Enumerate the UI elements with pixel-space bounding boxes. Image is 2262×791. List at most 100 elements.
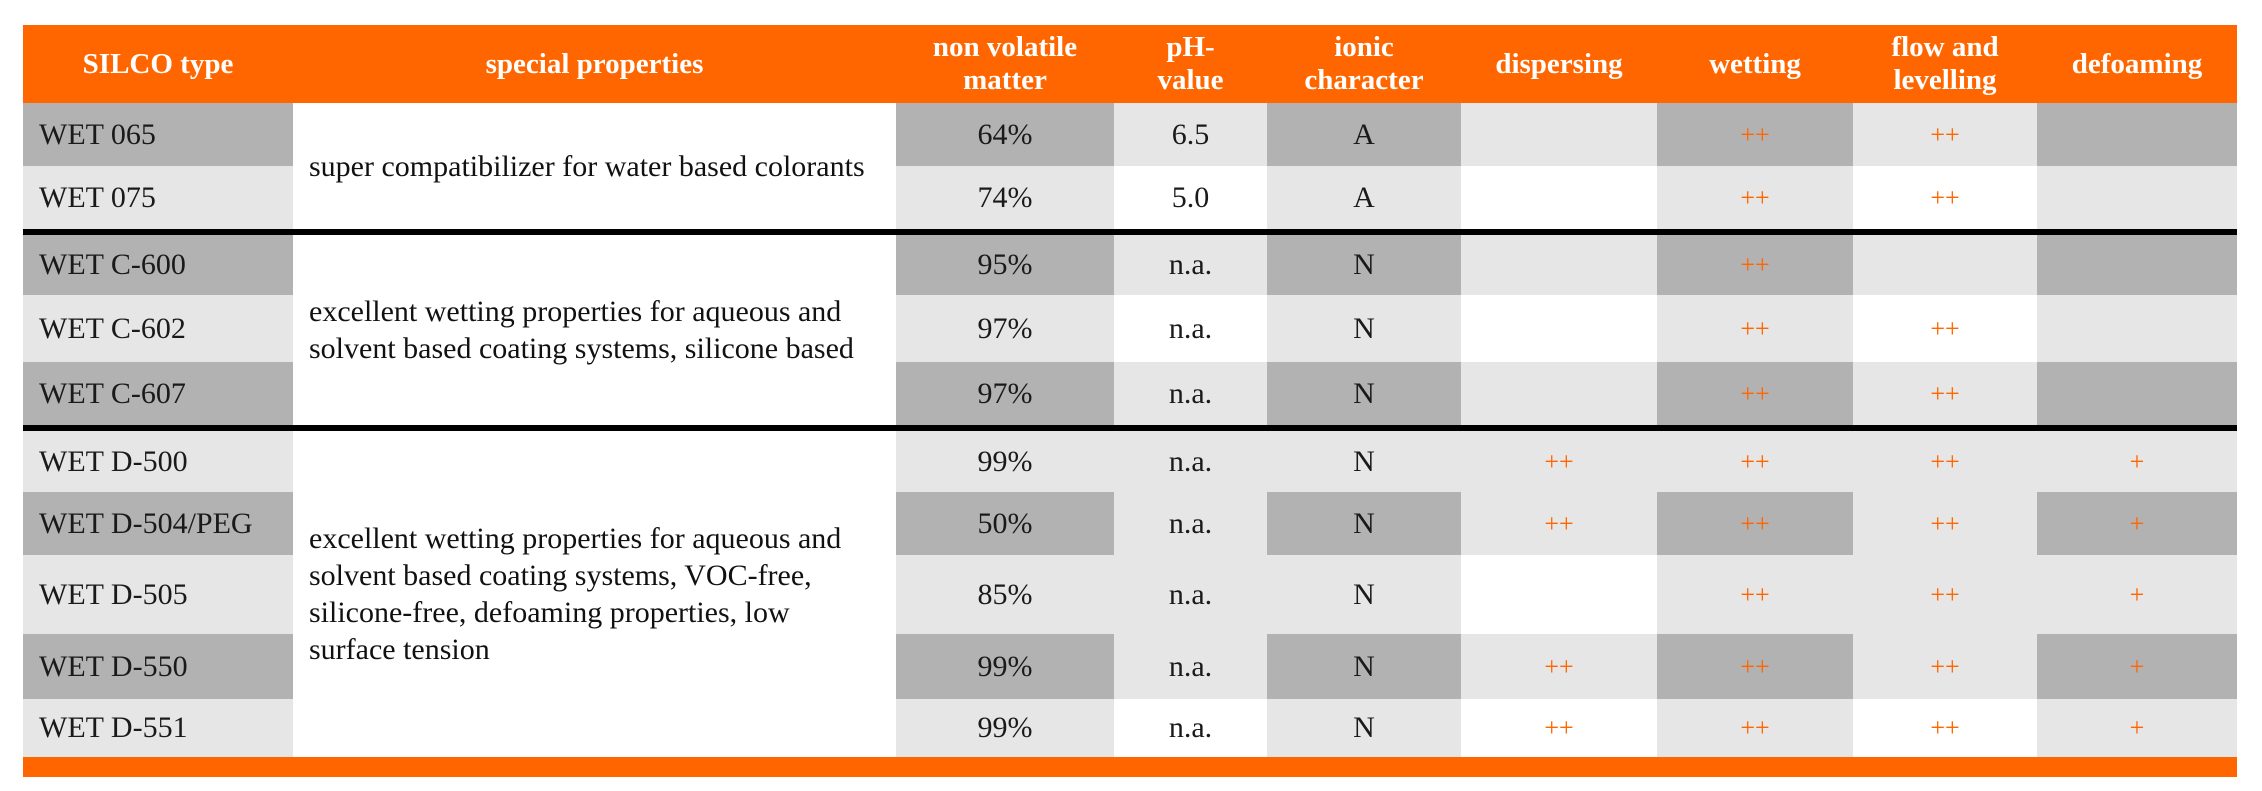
cell-flow bbox=[1853, 235, 2037, 295]
cell-defoaming bbox=[2037, 295, 2237, 362]
cell-flow: ++ bbox=[1853, 166, 2037, 229]
cell-dispersing: ++ bbox=[1461, 634, 1657, 699]
cell-ph: n.a. bbox=[1114, 492, 1267, 555]
cell-nvm: 50% bbox=[896, 492, 1114, 555]
cell-wetting: ++ bbox=[1657, 362, 1853, 425]
cell-nvm: 99% bbox=[896, 431, 1114, 492]
cell-dispersing bbox=[1461, 166, 1657, 229]
cell-ionic: A bbox=[1267, 166, 1461, 229]
cell-ionic: N bbox=[1267, 362, 1461, 425]
cell-ionic: N bbox=[1267, 431, 1461, 492]
header-defoaming: defoaming bbox=[2071, 47, 2203, 80]
cell-dispersing: ++ bbox=[1461, 699, 1657, 757]
cell-dispersing: ++ bbox=[1461, 431, 1657, 492]
cell-wetting: ++ bbox=[1657, 634, 1853, 699]
cell-ionic: N bbox=[1267, 699, 1461, 757]
header-ph-value: pH- value bbox=[1157, 31, 1224, 96]
cell-nvm: 97% bbox=[896, 362, 1114, 425]
cell-flow: ++ bbox=[1853, 295, 2037, 362]
cell-nvm: 97% bbox=[896, 295, 1114, 362]
cell-ionic: N bbox=[1267, 634, 1461, 699]
cell-flow: ++ bbox=[1853, 634, 2037, 699]
cell-ph: n.a. bbox=[1114, 634, 1267, 699]
cell-dispersing bbox=[1461, 295, 1657, 362]
cell-type: WET C-607 bbox=[23, 362, 293, 425]
cell-ph: 5.0 bbox=[1114, 166, 1267, 229]
cell-dispersing bbox=[1461, 555, 1657, 634]
cell-ph: n.a. bbox=[1114, 295, 1267, 362]
table-row: WET D-550 99% n.a. N ++ ++ ++ + bbox=[23, 634, 2237, 699]
cell-defoaming: + bbox=[2037, 555, 2237, 634]
special-properties-cell: excellent wetting properties for aqueous… bbox=[293, 235, 896, 425]
cell-nvm: 64% bbox=[896, 103, 1114, 166]
cell-defoaming bbox=[2037, 235, 2237, 295]
cell-flow: ++ bbox=[1853, 492, 2037, 555]
cell-defoaming: + bbox=[2037, 492, 2237, 555]
table-footer-bar bbox=[23, 757, 2237, 777]
cell-wetting: ++ bbox=[1657, 555, 1853, 634]
cell-flow: ++ bbox=[1853, 362, 2037, 425]
table-row: WET 075 74% 5.0 A ++ ++ bbox=[23, 166, 2237, 229]
header-special-properties: special properties bbox=[485, 47, 704, 80]
cell-wetting: ++ bbox=[1657, 295, 1853, 362]
cell-nvm: 74% bbox=[896, 166, 1114, 229]
cell-ph: n.a. bbox=[1114, 362, 1267, 425]
cell-flow: ++ bbox=[1853, 431, 2037, 492]
header-dispersing: dispersing bbox=[1495, 47, 1623, 80]
cell-wetting: ++ bbox=[1657, 166, 1853, 229]
cell-type: WET D-504/PEG bbox=[23, 492, 293, 555]
header-non-volatile-matter: non volatile matter bbox=[932, 31, 1078, 96]
cell-defoaming: + bbox=[2037, 699, 2237, 757]
table-row: WET C-607 97% n.a. N ++ ++ bbox=[23, 362, 2237, 425]
cell-type: WET C-602 bbox=[23, 295, 293, 362]
cell-flow: ++ bbox=[1853, 699, 2037, 757]
header-wetting: wetting bbox=[1709, 47, 1801, 80]
cell-type: WET D-551 bbox=[23, 699, 293, 757]
cell-wetting: ++ bbox=[1657, 492, 1853, 555]
cell-wetting: ++ bbox=[1657, 235, 1853, 295]
cell-defoaming bbox=[2037, 103, 2237, 166]
cell-defoaming bbox=[2037, 166, 2237, 229]
cell-ph: n.a. bbox=[1114, 235, 1267, 295]
group-divider bbox=[23, 425, 2237, 431]
cell-type: WET D-550 bbox=[23, 634, 293, 699]
cell-dispersing bbox=[1461, 235, 1657, 295]
cell-dispersing: ++ bbox=[1461, 492, 1657, 555]
table-row: WET D-505 85% n.a. N ++ ++ + bbox=[23, 555, 2237, 634]
table-row: WET 065 64% 6.5 A ++ ++ bbox=[23, 103, 2237, 166]
header-ionic-character: ionic character bbox=[1304, 31, 1424, 96]
cell-wetting: ++ bbox=[1657, 699, 1853, 757]
cell-flow: ++ bbox=[1853, 103, 2037, 166]
header-silco-type: SILCO type bbox=[82, 47, 234, 80]
cell-type: WET D-505 bbox=[23, 555, 293, 634]
table-header: SILCO type special properties non volati… bbox=[23, 25, 2237, 103]
cell-ph: n.a. bbox=[1114, 699, 1267, 757]
table-row: WET D-500 99% n.a. N ++ ++ ++ + bbox=[23, 431, 2237, 492]
cell-defoaming: + bbox=[2037, 431, 2237, 492]
cell-wetting: ++ bbox=[1657, 431, 1853, 492]
cell-nvm: 95% bbox=[896, 235, 1114, 295]
cell-flow: ++ bbox=[1853, 555, 2037, 634]
table-row: WET D-504/PEG 50% n.a. N ++ ++ ++ + bbox=[23, 492, 2237, 555]
cell-defoaming bbox=[2037, 362, 2237, 425]
cell-type: WET 065 bbox=[23, 103, 293, 166]
cell-dispersing bbox=[1461, 103, 1657, 166]
group-divider bbox=[23, 229, 2237, 235]
special-properties-cell: super compatibilizer for water based col… bbox=[293, 103, 896, 229]
cell-type: WET C-600 bbox=[23, 235, 293, 295]
cell-ionic: N bbox=[1267, 555, 1461, 634]
cell-type: WET D-500 bbox=[23, 431, 293, 492]
cell-ph: 6.5 bbox=[1114, 103, 1267, 166]
table-row: WET D-551 99% n.a. N ++ ++ ++ + bbox=[23, 699, 2237, 757]
table-row: WET C-600 95% n.a. N ++ bbox=[23, 235, 2237, 295]
cell-type: WET 075 bbox=[23, 166, 293, 229]
cell-ph: n.a. bbox=[1114, 555, 1267, 634]
cell-ionic: N bbox=[1267, 295, 1461, 362]
cell-ionic: N bbox=[1267, 235, 1461, 295]
cell-ionic: N bbox=[1267, 492, 1461, 555]
cell-nvm: 85% bbox=[896, 555, 1114, 634]
cell-wetting: ++ bbox=[1657, 103, 1853, 166]
table-row: WET C-602 97% n.a. N ++ ++ bbox=[23, 295, 2237, 362]
cell-nvm: 99% bbox=[896, 634, 1114, 699]
cell-dispersing bbox=[1461, 362, 1657, 425]
